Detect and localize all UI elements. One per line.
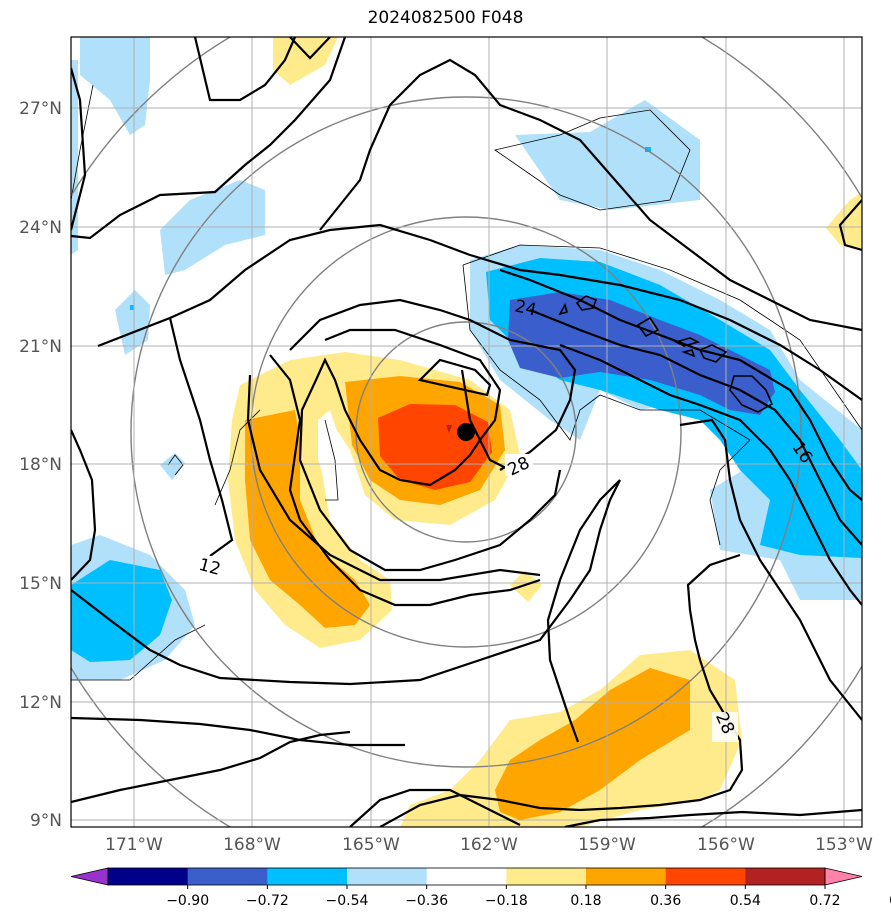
colorbar-swatch xyxy=(586,868,667,885)
plot-frame xyxy=(70,36,863,828)
shade-blue xyxy=(71,560,172,662)
colorbar-swatch xyxy=(267,868,348,885)
lon-label: 171°W xyxy=(105,835,163,855)
chart-title: 2024082500 F048 xyxy=(367,8,524,28)
colorbar-swatch xyxy=(665,868,746,885)
map-plot-area: 24 28 16 12 28 xyxy=(71,37,862,827)
longitude-labels: 171°W 168°W 165°W 162°W 159°W 156°W 153°… xyxy=(105,835,873,855)
colorbar-tick-label: 0.54 xyxy=(730,893,761,909)
lon-label: 168°W xyxy=(223,835,281,855)
lon-label: 162°W xyxy=(460,835,518,855)
lat-label: 21°N xyxy=(19,337,62,357)
contour-label-24: 24 xyxy=(513,296,538,320)
thick-contours xyxy=(71,37,862,827)
shade-dark-blue xyxy=(508,292,775,415)
shade-blue xyxy=(130,305,134,310)
lon-label: 156°W xyxy=(697,835,755,855)
lat-label: 15°N xyxy=(19,574,62,594)
shade-yellow xyxy=(510,570,542,602)
storm-center-dot xyxy=(457,423,475,441)
lon-label: 165°W xyxy=(342,835,400,855)
shade-orange xyxy=(495,668,690,820)
colorbar-tick-label: −0.36 xyxy=(405,893,448,909)
colorbar-swatch xyxy=(745,868,826,885)
shade-white xyxy=(318,410,345,500)
colorbar-swatch xyxy=(506,868,587,885)
colorbar-extend-high xyxy=(824,867,863,886)
lon-label: 153°W xyxy=(815,835,873,855)
colorbar-swatch xyxy=(108,868,189,885)
colorbar-tick-label: −0.90 xyxy=(166,893,209,909)
colorbar-extend-low xyxy=(70,867,109,886)
colorbar-swatch xyxy=(187,868,268,885)
shade-blue xyxy=(645,147,651,152)
lat-label: 27°N xyxy=(19,99,62,119)
lat-label: 18°N xyxy=(19,455,62,475)
lon-label: 159°W xyxy=(578,835,636,855)
colorbar-swatch xyxy=(426,868,507,885)
lat-label: 24°N xyxy=(19,218,62,238)
island-coastlines xyxy=(558,295,774,413)
shade-light-blue xyxy=(115,290,150,355)
red-marker xyxy=(446,425,452,433)
colorbar-tick-label: −0.18 xyxy=(485,893,528,909)
colorbar-tick-label: 0.90 xyxy=(889,893,891,909)
colorbar-swatch xyxy=(347,868,428,885)
lat-label: 9°N xyxy=(30,811,62,831)
colorbar-tick-label: −0.54 xyxy=(326,893,369,909)
colorbar-tick-label: 0.18 xyxy=(570,893,601,909)
colorbar-tick-label: 0.72 xyxy=(809,893,840,909)
shade-light-blue xyxy=(80,37,150,135)
latitude-labels: 27°N 24°N 21°N 18°N 15°N 12°N 9°N xyxy=(19,99,62,831)
colorbar: −0.90 −0.72 −0.54 −0.36 −0.18 0.18 0.36 0.54 0.7… xyxy=(70,867,891,909)
thin-contours xyxy=(71,84,862,681)
colorbar-tick-label: −0.72 xyxy=(246,893,289,909)
colorbar-frame xyxy=(107,867,826,886)
colorbar-tick-label: 0.36 xyxy=(650,893,681,909)
lat-label: 12°N xyxy=(19,693,62,713)
